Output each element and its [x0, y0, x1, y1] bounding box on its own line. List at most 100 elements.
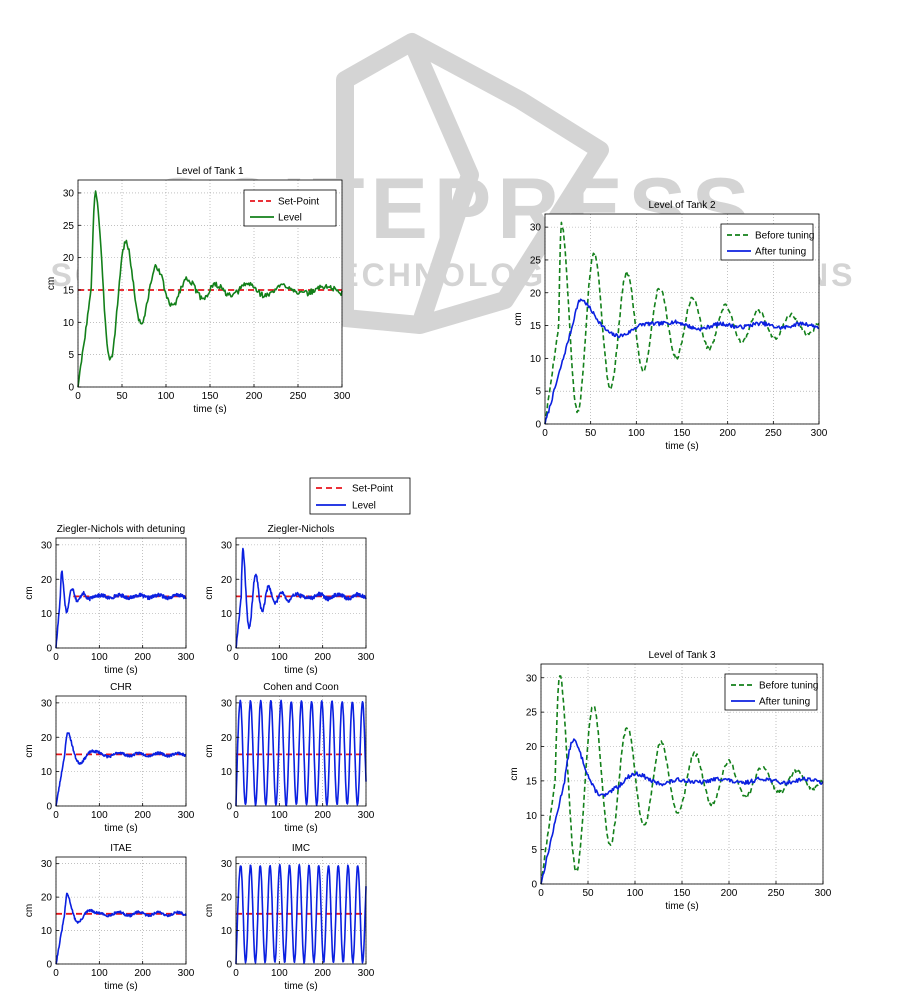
y-tick-label: 20: [221, 575, 233, 586]
y-tick-label: 20: [221, 733, 233, 744]
x-tick-label: 300: [334, 391, 351, 402]
series-line-level: [55, 570, 187, 649]
plot-area: [236, 538, 366, 648]
shared-legend: Set-Point Level: [309, 477, 411, 515]
x-tick-label: 250: [290, 391, 307, 402]
x-tick-label: 200: [314, 968, 331, 979]
y-tick-label: 30: [41, 698, 53, 709]
y-tick-label: 10: [63, 318, 75, 329]
y-tick-label: 10: [41, 609, 53, 620]
x-tick-label: 300: [358, 652, 375, 663]
y-axis-label: cm: [24, 744, 35, 757]
y-tick-label: 15: [530, 321, 542, 332]
axes-box: [55, 695, 187, 807]
chart-cohen-and-coon: 0 100 200 300 0 10 20 30 Cohen and Coon time (s) c…: [204, 682, 375, 834]
x-tick-label: 100: [91, 652, 108, 663]
x-axis-label: time (s): [104, 665, 137, 676]
y-axis-label: cm: [46, 277, 57, 290]
y-tick-label: 20: [221, 893, 233, 904]
series-line-before-tuning: [544, 221, 820, 425]
x-tick-label: 300: [358, 810, 375, 821]
y-tick-label: 10: [221, 767, 233, 778]
y-tick-label: 25: [526, 708, 538, 719]
y-tick-label: 0: [46, 644, 52, 655]
y-tick-label: 0: [531, 880, 537, 891]
y-axis-label: cm: [24, 904, 35, 917]
x-tick-label: 300: [178, 652, 195, 663]
y-tick-label: 0: [226, 644, 232, 655]
x-tick-label: 250: [768, 888, 785, 899]
chart-level-of-tank-3: 0 50 100 150 200 250 300 0 5 10 15 20 25 30 Level of T…: [509, 650, 832, 912]
x-tick-label: 100: [627, 888, 644, 899]
axes-box: [235, 537, 367, 649]
y-tick-label: 10: [41, 767, 53, 778]
x-tick-label: 200: [134, 810, 151, 821]
plot-area: [56, 538, 186, 648]
series-line-level: [55, 732, 187, 807]
x-axis-label: time (s): [284, 981, 317, 992]
x-axis-label: time (s): [104, 981, 137, 992]
y-tick-label: 25: [63, 221, 75, 232]
x-tick-label: 200: [314, 652, 331, 663]
y-tick-label: 5: [535, 387, 541, 398]
y-tick-label: 0: [535, 420, 541, 431]
series-line-after-tuning: [544, 298, 820, 425]
y-tick-label: 30: [221, 540, 233, 551]
y-tick-label: 10: [221, 609, 233, 620]
legend-box: [724, 673, 818, 711]
x-tick-label: 200: [134, 968, 151, 979]
axes-box: [55, 537, 187, 649]
x-tick-label: 200: [246, 391, 263, 402]
x-tick-label: 100: [158, 391, 175, 402]
x-axis-label: time (s): [193, 404, 226, 415]
x-tick-label: 300: [811, 428, 828, 439]
legend-label: After tuning: [755, 247, 806, 258]
y-axis-label: cm: [204, 586, 215, 599]
x-tick-label: 300: [358, 968, 375, 979]
y-tick-label: 20: [63, 253, 75, 264]
chart-title: Level of Tank 1: [176, 166, 244, 177]
axes-box: [235, 695, 367, 807]
y-axis-label: cm: [204, 744, 215, 757]
chart-title: Ziegler-Nichols with detuning: [57, 524, 185, 535]
x-axis-label: time (s): [284, 823, 317, 834]
x-tick-label: 150: [674, 428, 691, 439]
legend: Set-Point Level: [243, 189, 337, 227]
series-line-level: [55, 892, 187, 965]
y-tick-label: 15: [63, 285, 75, 296]
y-tick-label: 10: [526, 811, 538, 822]
y-tick-label: 20: [41, 733, 53, 744]
x-tick-label: 150: [202, 391, 219, 402]
x-axis-label: time (s): [665, 901, 698, 912]
y-tick-label: 0: [46, 802, 52, 813]
chart-title: Ziegler-Nichols: [268, 524, 335, 535]
y-axis-label: cm: [204, 904, 215, 917]
y-tick-label: 20: [41, 893, 53, 904]
x-tick-label: 0: [538, 888, 544, 899]
x-tick-label: 250: [765, 428, 782, 439]
series-line-before-tuning: [540, 675, 824, 885]
y-tick-label: 0: [68, 383, 74, 394]
y-tick-label: 30: [221, 859, 233, 870]
x-tick-label: 200: [719, 428, 736, 439]
y-axis-label: cm: [24, 586, 35, 599]
x-tick-label: 100: [271, 810, 288, 821]
y-tick-label: 10: [221, 926, 233, 937]
legend-label: Level: [352, 501, 376, 512]
x-tick-label: 200: [134, 652, 151, 663]
y-tick-label: 30: [63, 188, 75, 199]
y-tick-label: 30: [41, 859, 53, 870]
y-tick-label: 15: [526, 776, 538, 787]
series-line-level: [235, 863, 367, 965]
legend-label: Before tuning: [755, 231, 815, 242]
chart-title: ITAE: [110, 843, 132, 854]
y-tick-label: 0: [226, 802, 232, 813]
y-tick-label: 20: [41, 575, 53, 586]
legend-label: Before tuning: [759, 681, 819, 692]
x-tick-label: 0: [233, 810, 239, 821]
chart-title: Level of Tank 2: [648, 200, 716, 211]
x-tick-label: 0: [53, 652, 59, 663]
x-tick-label: 50: [582, 888, 594, 899]
legend-label: Set-Point: [352, 484, 393, 495]
y-tick-label: 5: [531, 845, 537, 856]
